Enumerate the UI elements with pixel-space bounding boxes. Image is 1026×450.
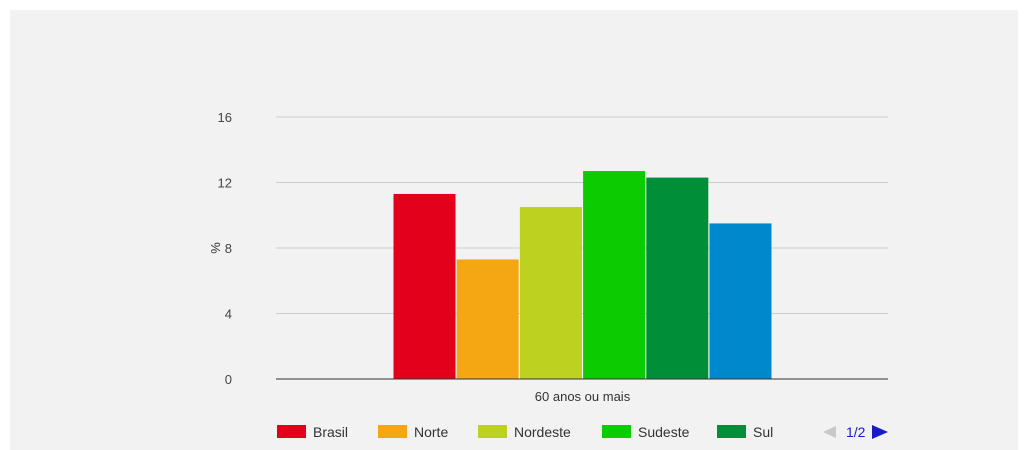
legend-label: Norte [414, 424, 448, 440]
legend: Brasil Norte Nordeste Sudeste Sul [277, 424, 773, 440]
chart-panel: 0 4 8 12 16 % 60 anos ou mais Brasil Norte Nor… [10, 10, 1018, 450]
legend-swatch [478, 425, 507, 438]
category-label: 60 anos ou mais [535, 389, 631, 404]
bar-nordeste[interactable] [519, 207, 582, 379]
y-tick-label: 4 [225, 307, 232, 322]
legend-page-label: 1/2 [846, 424, 866, 440]
legend-swatch [602, 425, 631, 438]
bar-sul[interactable] [646, 177, 709, 379]
legend-pager: 1/2 [823, 424, 888, 440]
y-tick-label: 16 [218, 110, 232, 125]
legend-label: Brasil [313, 424, 348, 440]
y-axis-ticks: 0 4 8 12 16 [218, 110, 232, 387]
legend-swatch [717, 425, 746, 438]
legend-label: Sudeste [638, 424, 690, 440]
bar-brasil[interactable] [393, 193, 456, 379]
legend-swatch [378, 425, 407, 438]
bars [393, 171, 772, 379]
legend-prev-icon[interactable] [823, 426, 836, 438]
y-tick-label: 8 [225, 241, 232, 256]
y-tick-label: 0 [225, 372, 232, 387]
bar-chart: 0 4 8 12 16 % 60 anos ou mais Brasil Norte Nor… [208, 110, 888, 440]
bar-norte[interactable] [456, 259, 519, 379]
bar-sudeste[interactable] [583, 171, 646, 379]
legend-swatch [277, 425, 306, 438]
legend-label: Nordeste [514, 424, 571, 440]
legend-label: Sul [753, 424, 773, 440]
y-tick-label: 12 [218, 176, 232, 191]
bar-series-6[interactable] [709, 223, 772, 379]
legend-next-icon[interactable] [872, 425, 888, 439]
gridlines [276, 116, 888, 314]
y-axis-label: % [208, 242, 223, 254]
